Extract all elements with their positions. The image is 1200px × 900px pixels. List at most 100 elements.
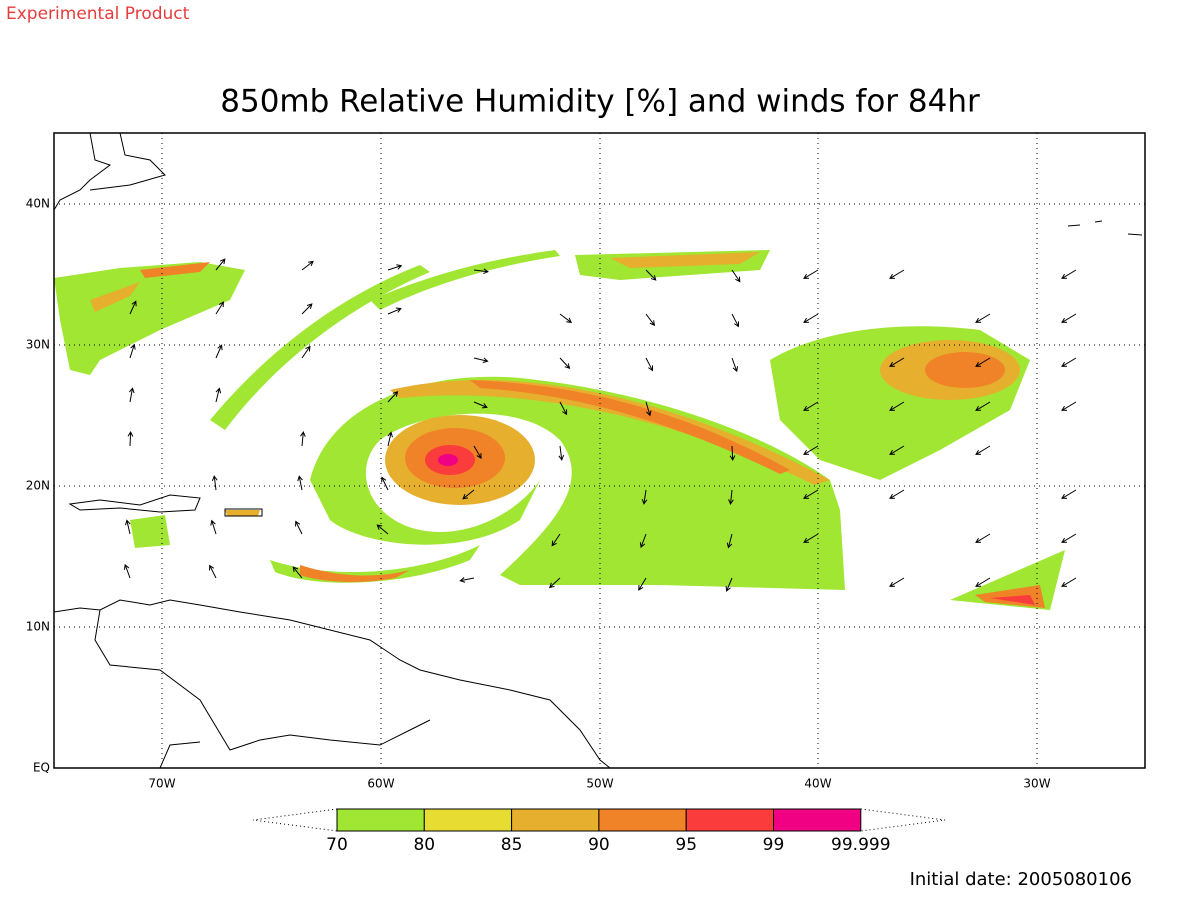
- wind-arrow: [889, 445, 905, 455]
- wind-arrow: [548, 577, 561, 589]
- wind-arrow: [645, 401, 652, 417]
- wind-arrow: [387, 431, 393, 447]
- wind-arrow: [123, 563, 131, 579]
- map-title: 850mb Relative Humidity [%] and winds fo…: [220, 84, 980, 120]
- colorbar-segment: [598, 808, 687, 832]
- wind-arrow: [889, 269, 905, 279]
- wind-arrow: [726, 533, 733, 549]
- colorbar-label: 90: [588, 835, 610, 855]
- wind-arrow: [803, 489, 819, 499]
- wind-arrow: [211, 475, 218, 491]
- wind-arrow: [803, 401, 819, 411]
- wind-arrow: [301, 260, 314, 271]
- colorbar-label: 80: [413, 835, 435, 855]
- wind-arrow: [127, 430, 134, 447]
- wind-arrow: [559, 313, 573, 324]
- wind-arrow: [803, 313, 819, 323]
- wind-arrow: [803, 445, 819, 455]
- wind-arrow: [889, 489, 905, 499]
- wind-arrow: [1061, 489, 1077, 499]
- wind-arrow: [975, 357, 991, 367]
- colorbar-segment: [336, 808, 425, 832]
- lon-label: 70W: [148, 777, 175, 791]
- wind-arrow: [295, 520, 303, 535]
- wind-arrow: [728, 489, 734, 505]
- wind-arrow: [129, 343, 136, 359]
- wind-arrow: [559, 357, 571, 370]
- wind-arrow: [975, 313, 991, 323]
- wind-arrow: [725, 577, 733, 592]
- wind-arrow: [473, 357, 489, 364]
- wind-arrow: [215, 301, 224, 315]
- wind-arrow: [301, 303, 313, 315]
- wind-arrow: [301, 345, 311, 359]
- wind-arrow: [889, 577, 905, 587]
- wind-arrow: [125, 519, 131, 535]
- wind-arrow: [297, 475, 303, 491]
- wind-arrow: [645, 357, 654, 372]
- wind-arrow: [387, 391, 399, 403]
- wind-arrow: [473, 268, 489, 275]
- wind-arrow: [376, 524, 389, 535]
- humidity-field: [54, 250, 1065, 610]
- wind-arrow: [1061, 313, 1077, 323]
- wind-arrow: [731, 313, 740, 328]
- wind-arrow: [639, 533, 647, 549]
- wind-arrow: [209, 564, 217, 579]
- wind-arrow: [300, 431, 306, 447]
- lat-label: 40N: [26, 197, 50, 211]
- wind-arrow: [975, 401, 991, 411]
- wind-arrow: [381, 476, 389, 491]
- wind-arrow: [462, 489, 475, 500]
- wind-arrow: [128, 387, 135, 403]
- wind-arrow: [387, 307, 402, 315]
- wind-arrow: [731, 269, 741, 283]
- colorbar-segment: [423, 808, 513, 832]
- wind-arrow: [1061, 401, 1077, 411]
- colorbar-label: 99: [763, 835, 785, 855]
- initial-date: Initial date: 2005080106: [910, 869, 1132, 890]
- wind-arrow: [729, 445, 736, 462]
- coastlines: [53, 132, 1143, 769]
- wind-arrow: [473, 445, 482, 459]
- wind-arrow: [215, 387, 222, 403]
- lat-label: EQ: [33, 761, 50, 775]
- colorbar-segment: [511, 808, 600, 832]
- wind-arrow: [1061, 577, 1077, 587]
- lat-label: 30N: [26, 338, 50, 352]
- lon-label: 50W: [586, 777, 613, 791]
- lat-label: 20N: [26, 479, 50, 493]
- wind-arrow: [975, 577, 991, 587]
- wind-arrow: [559, 401, 568, 416]
- wind-arrow: [210, 519, 217, 535]
- wind-arrow: [292, 566, 303, 579]
- wind-arrow: [803, 269, 819, 279]
- wind-arrow: [731, 357, 739, 373]
- lon-label: 60W: [367, 777, 394, 791]
- wind-arrow: [551, 533, 561, 547]
- wind-arrows: [123, 258, 1077, 592]
- wind-arrow: [975, 445, 991, 455]
- colorbar-label: 99.999: [831, 835, 890, 855]
- colorbar-label: 70: [326, 835, 348, 855]
- lat-label: 10N: [26, 620, 50, 634]
- wind-arrow: [889, 357, 905, 367]
- colorbar-label: 85: [501, 835, 523, 855]
- wind-arrow: [215, 258, 226, 271]
- wind-arrow: [1061, 533, 1077, 543]
- lon-label: 30W: [1023, 777, 1050, 791]
- product-label: Experimental Product: [6, 4, 190, 24]
- wind-arrow: [1061, 269, 1077, 279]
- wind-arrow: [803, 533, 819, 543]
- colorbar-segment: [685, 808, 775, 832]
- wind-arrow: [889, 401, 905, 411]
- wind-arrow: [215, 344, 223, 359]
- wind-arrow: [558, 445, 565, 461]
- wind-arrow: [645, 313, 655, 327]
- wind-arrow: [1061, 357, 1077, 367]
- wind-arrow: [387, 264, 403, 271]
- wind-arrow: [473, 401, 488, 409]
- lon-label: 40W: [804, 777, 831, 791]
- wind-arrow: [459, 577, 475, 583]
